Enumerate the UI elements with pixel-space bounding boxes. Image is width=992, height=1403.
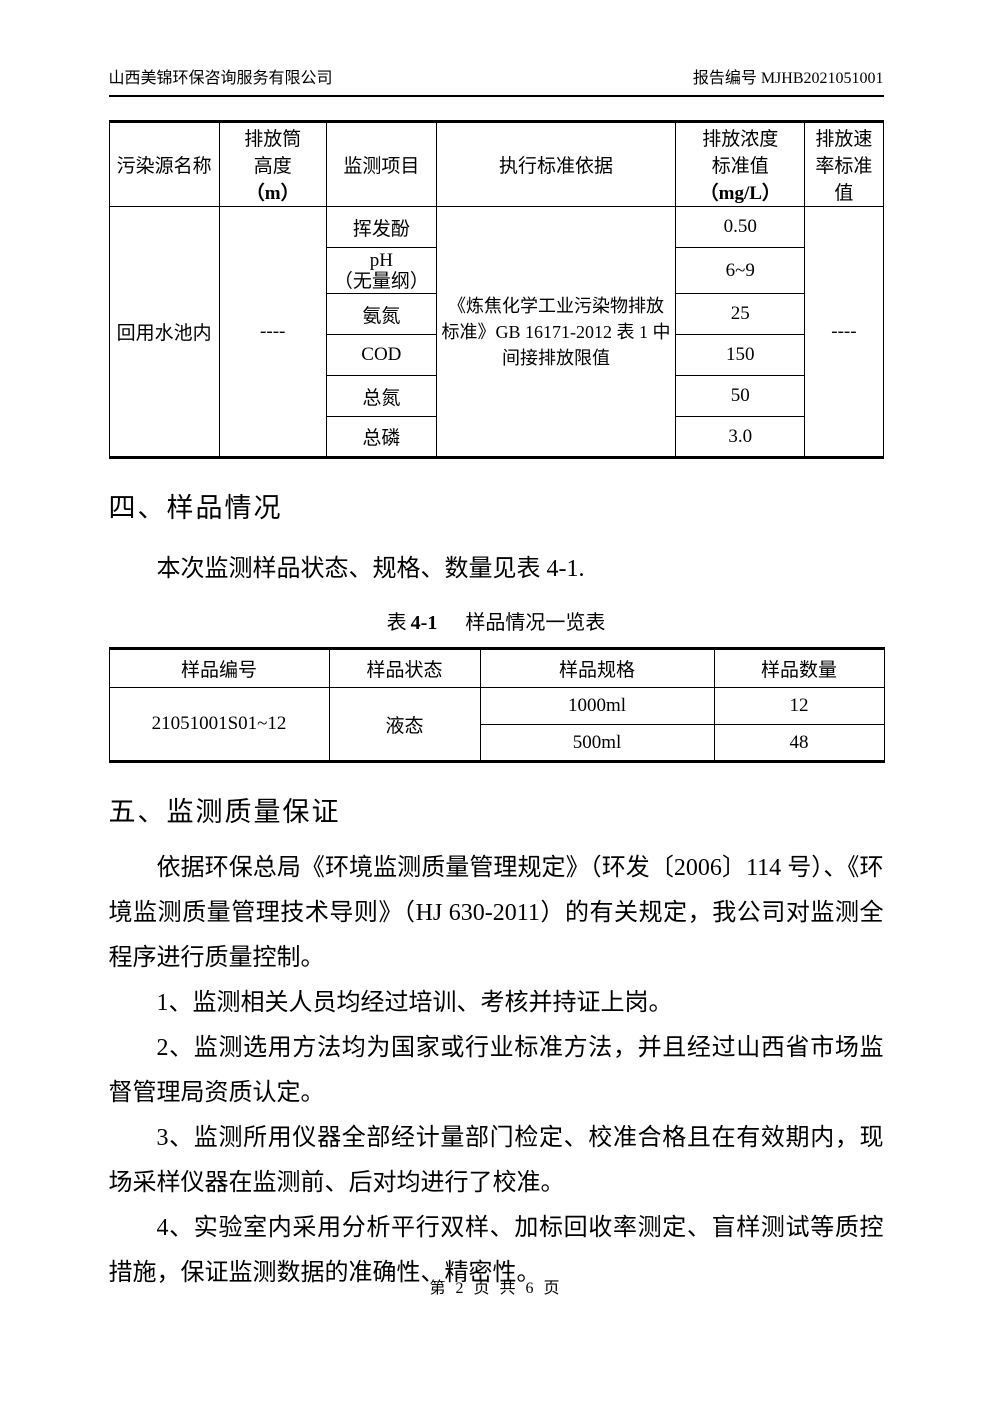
standards-header-row: 污染源名称 排放筒 高度 （m） 监测项目 执行标准依据 排放浓度 标准值（mg… [108, 121, 884, 207]
company-name: 山西美锦环保咨询服务有限公司 [108, 70, 333, 87]
header-concentration-limit: 排放浓度 标准值（mg/L） [675, 121, 806, 207]
quality-paragraph: 2、监测选用方法均为国家或行业标准方法，并且经过山西省市场监督管理局资质认定。 [108, 1035, 884, 1106]
quality-paragraph: 4、实验室内采用分析平行双样、加标回收率测定、盲样测试等质控措施，保证监测数据的… [108, 1215, 884, 1286]
cell-sample-state: 液态 [328, 687, 481, 762]
section-title-samples: 四、样品情况 [108, 493, 283, 523]
sample-table: 样品编号 样品状态 样品规格 样品数量 21051001S01~12 液态 10… [108, 647, 885, 763]
cell-sample-spec: 1000ml [479, 687, 715, 725]
table-row: COD 150 [109, 334, 883, 376]
cell-item: COD [325, 334, 437, 376]
cell-sample-qty: 48 [713, 724, 885, 762]
cell-limit-value: 50 [675, 375, 806, 417]
cell-sample-qty: 12 [713, 687, 885, 725]
table-row: 总氮 50 [109, 375, 883, 417]
header-monitor-item: 监测项目 [325, 121, 437, 207]
concentration-unit: （mg/L） [699, 183, 781, 204]
stack-height-unit: （m） [245, 183, 300, 204]
standards-table: 污染源名称 排放筒 高度 （m） 监测项目 执行标准依据 排放浓度 标准值（mg… [108, 120, 884, 459]
caption-title: 样品情况一览表 [465, 612, 606, 634]
quality-paragraph: 依据环保总局《环境监测质量管理规定》（环发〔2006〕114 号）、《环境监测质… [108, 855, 884, 971]
cell-limit-value: 6~9 [675, 247, 806, 294]
cell-limit-value: 0.50 [675, 206, 806, 248]
cell-sample-spec: 500ml [479, 724, 715, 762]
header-rate-limit: 排放速 率标准 值 [804, 121, 884, 207]
table-row: pH （无量纲） 6~9 [109, 247, 883, 294]
cell-standard-basis: 《炼焦化学工业污染物排放 标准》GB 16171-2012 表 1 中 间接排放… [435, 206, 677, 458]
header-stack-height: 排放筒 高度 （m） [218, 121, 327, 207]
cell-item: 总氮 [325, 375, 437, 417]
quality-paragraph: 3、监测所用仪器全部经计量部门检定、校准合格且在有效期内，现场采样仪器在监测前、… [108, 1125, 884, 1196]
document-header: 山西美锦环保咨询服务有限公司 报告编号 MJHB2021051001 [108, 64, 884, 97]
header-sample-spec: 样品规格 [479, 648, 715, 688]
section-title-quality: 五、监测质量保证 [108, 797, 341, 827]
cell-item: 氨氮 [325, 293, 437, 335]
quality-paragraphs: 依据环保总局《环境监测质量管理规定》（环发〔2006〕114 号）、《环境监测质… [109, 846, 884, 1296]
report-number: 报告编号 MJHB2021051001 [692, 70, 884, 87]
header-sample-qty: 样品数量 [713, 648, 885, 688]
sample-intro-text: 本次监测样品状态、规格、数量见表 4-1. [156, 556, 585, 582]
header-sample-state: 样品状态 [328, 648, 481, 688]
table-caption: 表 4-1 样品情况一览表 [109, 606, 884, 635]
page-number: 第 2 页 共 6 页 [429, 1280, 563, 1297]
header-sample-id: 样品编号 [108, 648, 330, 688]
cell-item: pH （无量纲） [325, 247, 437, 294]
cell-item: 挥发酚 [325, 206, 437, 248]
header-pollution-source: 污染源名称 [108, 121, 220, 207]
cell-item: 总磷 [325, 416, 437, 458]
cell-limit-value: 3.0 [675, 416, 806, 458]
cell-rate-standard: ---- [804, 206, 884, 458]
caption-prefix: 表 [386, 612, 407, 634]
table-row: 回用水池内 ---- 挥发酚 《炼焦化学工业污染物排放 标准》GB 16171-… [108, 206, 884, 458]
cell-limit-value: 150 [675, 334, 806, 376]
cell-stack-height: ---- [218, 206, 327, 458]
caption-number: 4-1 [410, 612, 438, 634]
table-row: 总磷 3.0 [109, 416, 883, 458]
cell-source-name: 回用水池内 [108, 206, 220, 458]
cell-limit-value: 25 [675, 293, 806, 335]
sample-header-row: 样品编号 样品状态 样品规格 样品数量 [108, 648, 885, 688]
table-row: 氨氮 25 [109, 293, 883, 335]
header-standard-basis: 执行标准依据 [435, 121, 677, 207]
cell-sample-id: 21051001S01~12 [108, 687, 330, 762]
table-row: 500ml 48 [109, 724, 885, 762]
table-row: 21051001S01~12 液态 1000ml 12 [108, 687, 885, 762]
page-content: 山西美锦环保咨询服务有限公司 报告编号 MJHB2021051001 污染源名称… [108, 0, 885, 1296]
quality-paragraph: 1、监测相关人员均经过培训、考核并持证上岗。 [156, 990, 673, 1016]
